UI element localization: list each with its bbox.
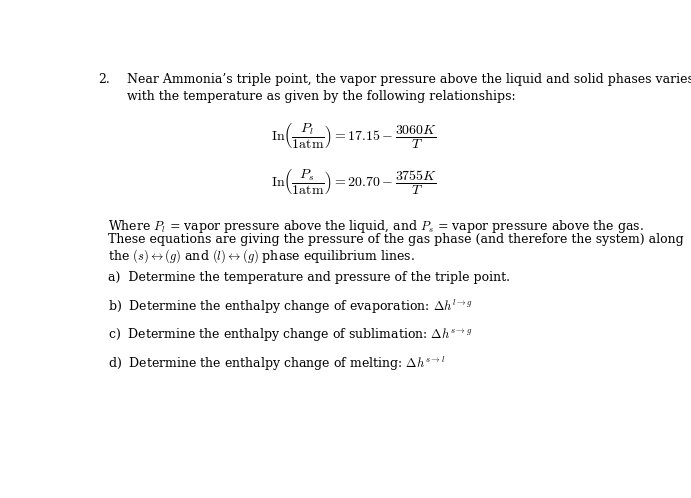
Text: These equations are giving the pressure of the gas phase (and therefore the syst: These equations are giving the pressure … bbox=[108, 233, 683, 246]
Text: d)  Determine the enthalpy change of melting: $\Delta h^{s\to l}$: d) Determine the enthalpy change of melt… bbox=[108, 355, 445, 373]
Text: c)  Determine the enthalpy change of sublimation: $\Delta h^{s\to g}$: c) Determine the enthalpy change of subl… bbox=[108, 326, 472, 343]
Text: Where $P_l$ = vapor pressure above the liquid, and $P_s$ = vapor pressure above : Where $P_l$ = vapor pressure above the l… bbox=[108, 218, 643, 235]
Text: $\mathrm{In}\left(\dfrac{P_l}{\mathrm{1atm}}\right) = 17.15 - \dfrac{3060K}{T}$: $\mathrm{In}\left(\dfrac{P_l}{\mathrm{1a… bbox=[271, 121, 437, 150]
Text: b)  Determine the enthalpy change of evaporation: $\Delta h^{l\to g}$: b) Determine the enthalpy change of evap… bbox=[108, 297, 473, 316]
Text: with the temperature as given by the following relationships:: with the temperature as given by the fol… bbox=[126, 91, 515, 104]
Text: 2.: 2. bbox=[98, 73, 110, 86]
Text: Near Ammonia’s triple point, the vapor pressure above the liquid and solid phase: Near Ammonia’s triple point, the vapor p… bbox=[126, 73, 691, 86]
Text: a)  Determine the temperature and pressure of the triple point.: a) Determine the temperature and pressur… bbox=[108, 271, 510, 284]
Text: the $(s) \leftrightarrow (g)$ and $(l) \leftrightarrow (g)$ phase equilibrium li: the $(s) \leftrightarrow (g)$ and $(l) \… bbox=[108, 248, 415, 265]
Text: $\mathrm{In}\left(\dfrac{P_s}{\mathrm{1atm}}\right) = 20.70 - \dfrac{3755K}{T}$: $\mathrm{In}\left(\dfrac{P_s}{\mathrm{1a… bbox=[271, 167, 437, 196]
